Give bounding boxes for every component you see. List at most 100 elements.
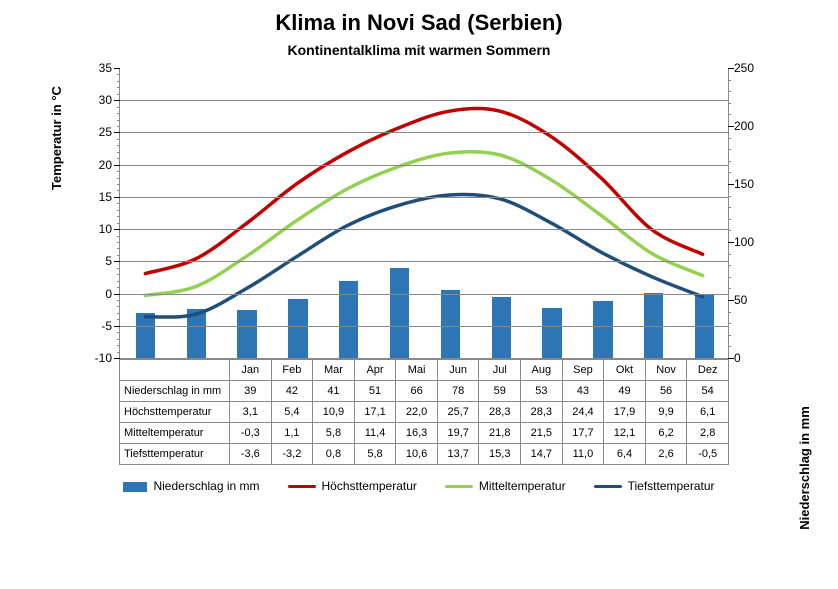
table-month-header: Okt — [604, 360, 646, 381]
table-row-label: Tiefsttemperatur — [120, 444, 230, 465]
gridline — [120, 229, 728, 230]
legend-label: Niederschlag in mm — [153, 479, 259, 493]
table-cell: 1,1 — [271, 423, 313, 444]
table-cell: 43 — [562, 381, 604, 402]
table-row-label: Mitteltemperatur — [120, 423, 230, 444]
legend-item-high: Höchsttemperatur — [288, 479, 417, 493]
table-cell: 59 — [479, 381, 521, 402]
table-cell: 17,9 — [604, 402, 646, 423]
table-cell: 14,7 — [521, 444, 563, 465]
table-cell: 21,5 — [521, 423, 563, 444]
table-cell: 15,3 — [479, 444, 521, 465]
y-right-tick-label: 0 — [734, 351, 766, 365]
table-cell: -0,3 — [230, 423, 272, 444]
gridline — [120, 100, 728, 101]
table-month-header: Apr — [354, 360, 396, 381]
table-cell: 22,0 — [396, 402, 438, 423]
table-cell: 10,6 — [396, 444, 438, 465]
table-cell: 10,9 — [313, 402, 355, 423]
table-row: Tiefsttemperatur-3,6-3,20,85,810,613,715… — [120, 444, 729, 465]
table-cell: 5,8 — [354, 444, 396, 465]
gridline — [120, 326, 728, 327]
table-cell: 6,1 — [687, 402, 729, 423]
table-cell: 42 — [271, 381, 313, 402]
y-left-tick-label: 30 — [80, 93, 112, 107]
legend-swatch-line — [445, 485, 473, 488]
legend-swatch-line — [288, 485, 316, 488]
legend-item-mean: Mitteltemperatur — [445, 479, 566, 493]
table-cell: 11,0 — [562, 444, 604, 465]
table-cell: 66 — [396, 381, 438, 402]
gridline — [120, 261, 728, 262]
y-axis-right-title: Niederschlag in mm — [797, 368, 812, 568]
table-cell: 9,9 — [645, 402, 687, 423]
chart-title: Klima in Novi Sad (Serbien) — [0, 10, 838, 36]
table-cell: 56 — [645, 381, 687, 402]
chart-area: Temperatur in °C Niederschlag in mm -10-… — [49, 68, 789, 465]
table-cell: 5,4 — [271, 402, 313, 423]
table-month-header: Dez — [687, 360, 729, 381]
gridline — [120, 132, 728, 133]
table-month-header: Mai — [396, 360, 438, 381]
table-cell: 2,8 — [687, 423, 729, 444]
table-month-header: Jul — [479, 360, 521, 381]
y-right-tick-label: 100 — [734, 235, 766, 249]
table-cell: 19,7 — [437, 423, 479, 444]
table-corner — [120, 360, 230, 381]
table-cell: -3,2 — [271, 444, 313, 465]
line-mean — [145, 152, 702, 296]
y-left-tick-label: 20 — [80, 158, 112, 172]
table-row-label: Höchsttemperatur — [120, 402, 230, 423]
table-cell: 12,1 — [604, 423, 646, 444]
table-cell: 28,3 — [521, 402, 563, 423]
chart-subtitle: Kontinentalklima mit warmen Sommern — [0, 42, 838, 58]
y-left-tick-label: 15 — [80, 190, 112, 204]
table-row: Niederschlag in mm3942415166785953434956… — [120, 381, 729, 402]
y-left-tick-label: -10 — [80, 351, 112, 365]
y-left-tick-label: 10 — [80, 222, 112, 236]
data-table: JanFebMarAprMaiJunJulAugSepOktNovDezNied… — [119, 359, 729, 465]
table-cell: 51 — [354, 381, 396, 402]
table-cell: 3,1 — [230, 402, 272, 423]
table-row: Höchsttemperatur3,15,410,917,122,025,728… — [120, 402, 729, 423]
table-cell: 6,2 — [645, 423, 687, 444]
table-cell: 53 — [521, 381, 563, 402]
y-left-tick-label: 25 — [80, 125, 112, 139]
table-row-label: Niederschlag in mm — [120, 381, 230, 402]
table-month-header: Mar — [313, 360, 355, 381]
table-month-header: Nov — [645, 360, 687, 381]
legend-swatch-bar — [123, 482, 147, 492]
legend-label: Mitteltemperatur — [479, 479, 566, 493]
gridline — [120, 197, 728, 198]
table-cell: 17,1 — [354, 402, 396, 423]
table-cell: 0,8 — [313, 444, 355, 465]
legend-item-precip: Niederschlag in mm — [123, 479, 259, 493]
table-cell: 13,7 — [437, 444, 479, 465]
table-cell: 2,6 — [645, 444, 687, 465]
y-axis-left-title: Temperatur in °C — [49, 38, 64, 238]
y-left-tick-label: -5 — [80, 319, 112, 333]
legend: Niederschlag in mm Höchsttemperatur Mittel… — [0, 479, 838, 493]
table-cell: 41 — [313, 381, 355, 402]
table-cell: 78 — [437, 381, 479, 402]
table-cell: 25,7 — [437, 402, 479, 423]
table-cell: 21,8 — [479, 423, 521, 444]
table-month-header: Aug — [521, 360, 563, 381]
table-cell: 6,4 — [604, 444, 646, 465]
legend-label: Höchsttemperatur — [322, 479, 417, 493]
y-right-tick-label: 250 — [734, 61, 766, 75]
table-cell: 54 — [687, 381, 729, 402]
table-month-header: Jan — [230, 360, 272, 381]
table-month-header: Sep — [562, 360, 604, 381]
table-cell: 39 — [230, 381, 272, 402]
table-cell: 49 — [604, 381, 646, 402]
plot-region: -10-505101520253035050100150200250 — [119, 68, 729, 359]
table-month-header: Feb — [271, 360, 313, 381]
table-month-header: Jun — [437, 360, 479, 381]
y-right-tick-label: 150 — [734, 177, 766, 191]
table-row: Mitteltemperatur-0,31,15,811,416,319,721… — [120, 423, 729, 444]
table-cell: 28,3 — [479, 402, 521, 423]
table-cell: 17,7 — [562, 423, 604, 444]
y-left-tick-label: 35 — [80, 61, 112, 75]
legend-item-low: Tiefsttemperatur — [594, 479, 715, 493]
